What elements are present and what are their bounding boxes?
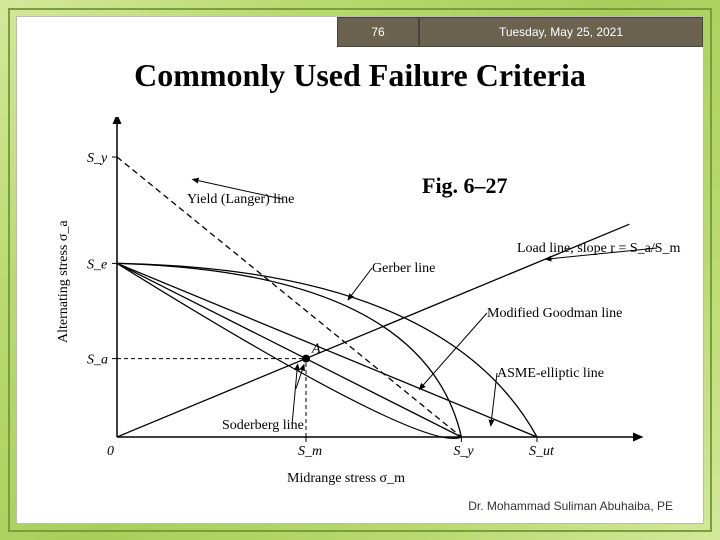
svg-text:Midrange stress σ_m: Midrange stress σ_m [287, 471, 405, 486]
svg-text:S_a: S_a [87, 353, 108, 368]
svg-text:Soderberg line: Soderberg line [222, 418, 304, 433]
svg-text:A: A [311, 342, 321, 357]
page-number: 76 [337, 17, 419, 47]
svg-text:Yield (Langer) line: Yield (Langer) line [187, 192, 294, 207]
svg-text:0: 0 [107, 444, 114, 459]
header-bar: 76 Tuesday, May 25, 2021 [337, 17, 703, 47]
footer-credit: Dr. Mohammad Suliman Abuhaiba, PE [468, 499, 673, 513]
inner-panel: 76 Tuesday, May 25, 2021 Commonly Used F… [16, 16, 704, 524]
failure-criteria-diagram: 0 S_m S_y S_ut S_y S_e S_a Midrange stress σ_m A… [37, 117, 697, 507]
svg-text:S_e: S_e [87, 257, 107, 272]
svg-text:Load line, slope r = S_a/S_m: Load line, slope r = S_a/S_m [517, 241, 681, 256]
svg-text:S_y: S_y [453, 444, 474, 459]
slide-title: Commonly Used Failure Criteria [17, 57, 703, 94]
svg-text:Gerber line: Gerber line [372, 261, 435, 276]
svg-text:S_m: S_m [298, 444, 322, 459]
svg-text:S_ut: S_ut [529, 444, 555, 459]
slide-container: 76 Tuesday, May 25, 2021 Commonly Used F… [0, 0, 720, 540]
svg-text:S_y: S_y [87, 151, 108, 166]
diagram-svg: 0 S_m S_y S_ut S_y S_e S_a Midrange stress σ_m A… [37, 117, 697, 507]
svg-text:Alternating stress σ_a: Alternating stress σ_a [56, 220, 71, 343]
svg-text:Modified Goodman line: Modified Goodman line [487, 306, 622, 321]
svg-text:ASME-elliptic line: ASME-elliptic line [497, 366, 604, 381]
slide-date: Tuesday, May 25, 2021 [419, 17, 703, 47]
